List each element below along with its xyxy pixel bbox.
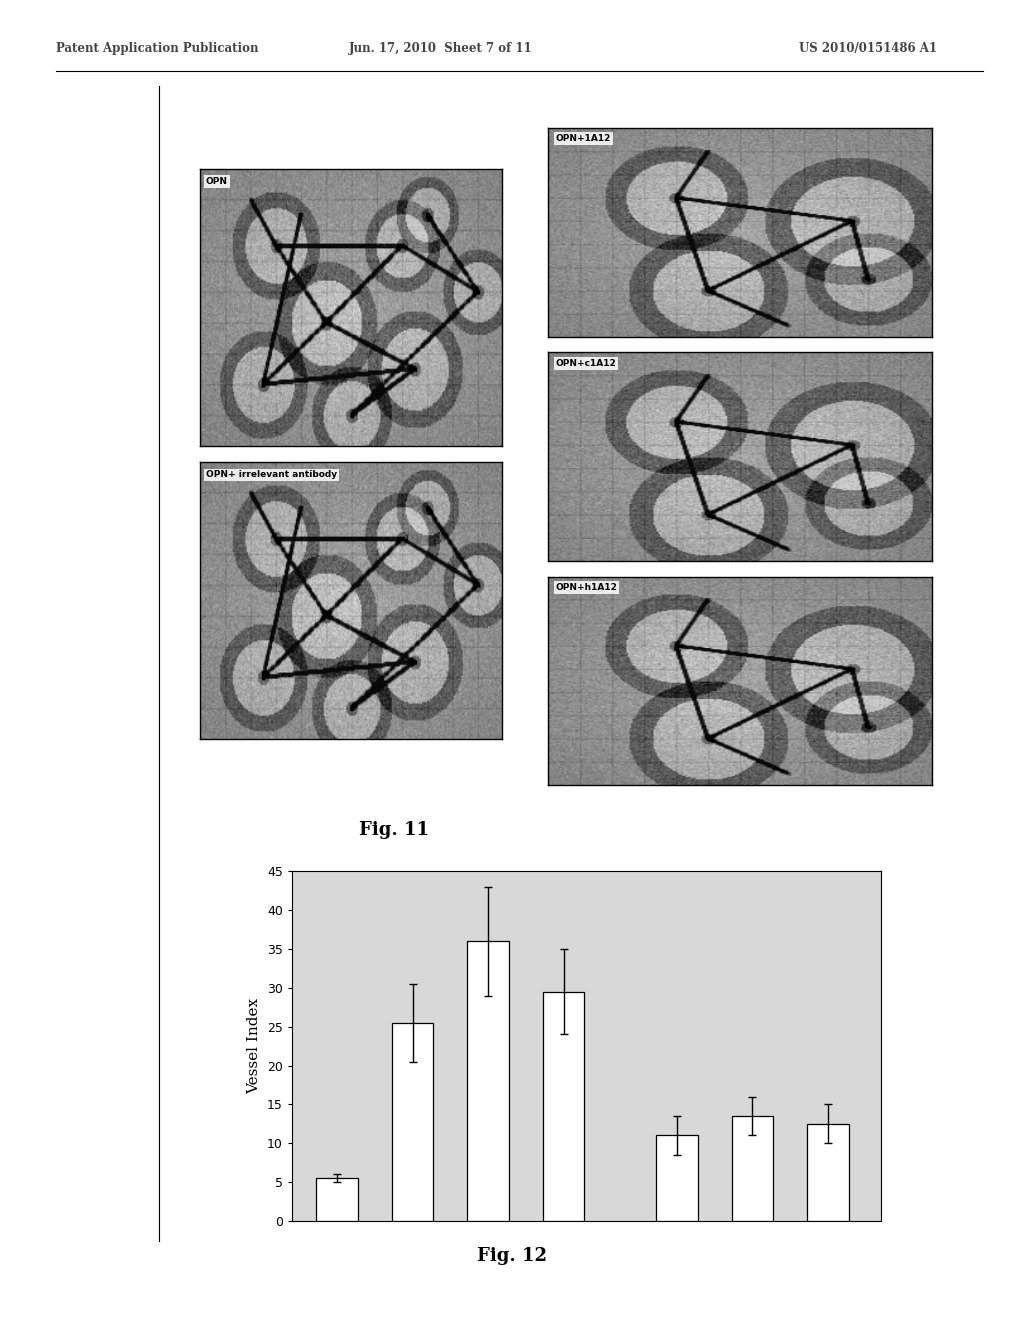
Bar: [392, 1023, 433, 1221]
Y-axis label: Vessel Index: Vessel Index: [248, 998, 261, 1094]
Text: Jun. 17, 2010  Sheet 7 of 11: Jun. 17, 2010 Sheet 7 of 11: [348, 42, 532, 55]
Bar: [656, 1135, 697, 1221]
Text: Fig. 12: Fig. 12: [477, 1247, 547, 1266]
Bar: [467, 941, 509, 1221]
Bar: [807, 1123, 849, 1221]
Text: Patent Application Publication: Patent Application Publication: [56, 42, 259, 55]
Text: OPN+c1A12: OPN+c1A12: [555, 359, 616, 368]
Text: OPN+1A12: OPN+1A12: [555, 135, 611, 144]
Bar: [731, 1117, 773, 1221]
Bar: [543, 991, 585, 1221]
Bar: [316, 1179, 358, 1221]
Text: OPN+h1A12: OPN+h1A12: [555, 583, 617, 593]
Text: US 2010/0151486 A1: US 2010/0151486 A1: [799, 42, 937, 55]
Text: OPN: OPN: [206, 177, 227, 186]
Text: Fig. 11: Fig. 11: [359, 821, 429, 840]
Text: OPN+ irrelevant antibody: OPN+ irrelevant antibody: [206, 470, 337, 479]
